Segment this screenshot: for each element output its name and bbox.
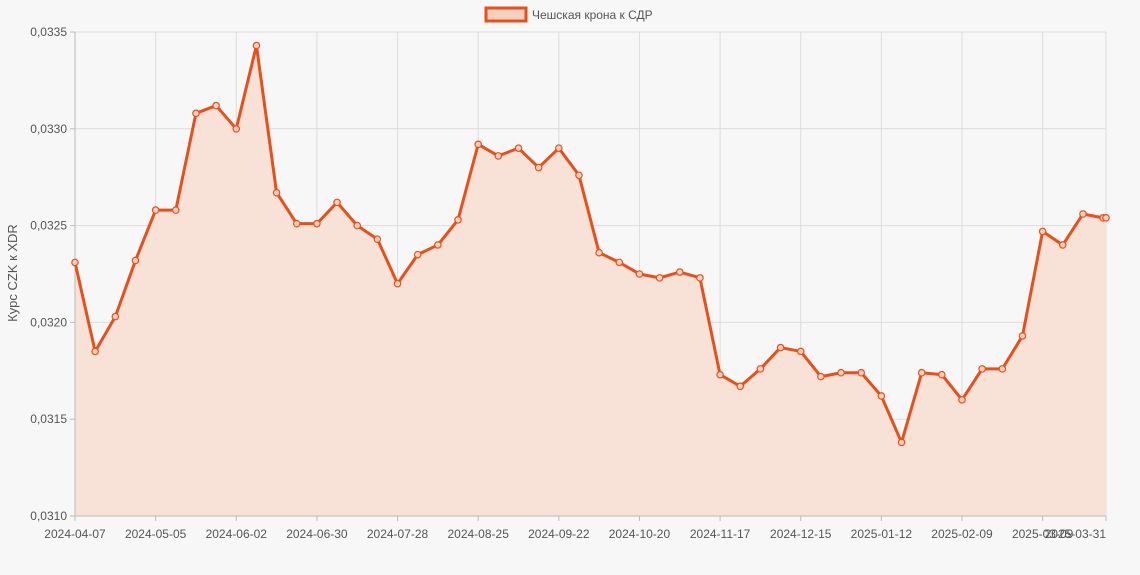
- axes: 0,0310 0,0315 0,0320 0,0325 0,0330 0,0335 2024…: [30, 25, 1107, 541]
- data-point[interactable]: [575, 171, 583, 180]
- data-point[interactable]: [1079, 210, 1087, 218]
- data-point[interactable]: [71, 258, 79, 267]
- x-tick-label: 2024-12-15: [770, 527, 832, 541]
- data-point[interactable]: [91, 347, 99, 356]
- data-point[interactable]: [938, 370, 946, 379]
- series-area: [75, 45, 1106, 517]
- data-point[interactable]: [474, 140, 482, 149]
- data-point[interactable]: [817, 372, 825, 381]
- data-point[interactable]: [252, 41, 261, 50]
- legend-swatch[interactable]: [484, 6, 528, 23]
- data-point[interactable]: [192, 109, 200, 118]
- data-point[interactable]: [615, 258, 624, 267]
- data-point[interactable]: [434, 241, 442, 249]
- x-tick-label: 2024-06-02: [206, 527, 268, 541]
- legend[interactable]: Чешская крона к СДР: [484, 6, 653, 23]
- y-tick-label: 0,0325: [30, 219, 67, 233]
- data-point[interactable]: [796, 347, 805, 356]
- data-point[interactable]: [555, 144, 563, 152]
- y-tick-label: 0,0320: [30, 315, 67, 329]
- data-point[interactable]: [837, 368, 845, 377]
- x-tick-label: 2024-05-05: [125, 527, 187, 541]
- data-point[interactable]: [897, 438, 906, 447]
- data-point[interactable]: [111, 312, 120, 321]
- x-tick-label: 2025-02-09: [931, 527, 993, 541]
- y-tick-label: 0,0330: [30, 122, 67, 136]
- data-point[interactable]: [373, 235, 382, 243]
- data-point[interactable]: [998, 365, 1007, 373]
- y-axis-title: Курс CZK к XDR: [5, 224, 20, 322]
- x-tick-label: 2024-06-30: [286, 527, 348, 541]
- data-point[interactable]: [1018, 332, 1027, 340]
- data-point[interactable]: [151, 206, 160, 214]
- data-point[interactable]: [1102, 214, 1110, 222]
- data-point[interactable]: [776, 343, 785, 352]
- x-tick-label: 2024-04-07: [44, 527, 106, 541]
- data-point[interactable]: [212, 101, 220, 110]
- x-tick-label: 2025-01-12: [851, 527, 913, 541]
- legend-label: Чешская крона к СДР: [532, 8, 653, 22]
- x-tick-label: 2024-11-17: [690, 527, 751, 541]
- data-point[interactable]: [958, 396, 966, 404]
- data-point[interactable]: [272, 188, 281, 197]
- x-tick-label: 2024-07-28: [367, 527, 429, 541]
- x-tick-label: 2024-09-22: [528, 527, 590, 541]
- data-point[interactable]: [494, 152, 503, 160]
- data-point[interactable]: [978, 365, 986, 373]
- data-point[interactable]: [313, 219, 321, 228]
- data-point[interactable]: [353, 221, 362, 230]
- data-point[interactable]: [171, 206, 180, 214]
- data-point[interactable]: [333, 198, 341, 207]
- y-tick-label: 0,0315: [30, 412, 67, 426]
- data-point[interactable]: [131, 256, 140, 265]
- x-tick-label: 2024-08-25: [447, 527, 509, 541]
- data-point[interactable]: [1038, 227, 1047, 236]
- data-point[interactable]: [696, 274, 704, 282]
- data-point[interactable]: [232, 125, 241, 133]
- data-point[interactable]: [514, 144, 523, 152]
- data-points: [71, 41, 1110, 447]
- data-point[interactable]: [595, 248, 603, 257]
- y-tick-label: 0,0310: [30, 509, 67, 523]
- data-point[interactable]: [675, 268, 684, 276]
- data-point[interactable]: [756, 365, 765, 373]
- data-point[interactable]: [1059, 241, 1067, 249]
- x-tick-label: 2025-03-09: [1012, 527, 1074, 541]
- data-point[interactable]: [454, 215, 462, 224]
- data-point[interactable]: [635, 270, 644, 278]
- data-point[interactable]: [736, 382, 745, 391]
- data-point[interactable]: [655, 274, 664, 282]
- data-point[interactable]: [917, 368, 926, 377]
- data-point[interactable]: [877, 392, 886, 400]
- data-point[interactable]: [393, 279, 402, 288]
- data-point[interactable]: [857, 368, 866, 377]
- data-point[interactable]: [716, 370, 724, 379]
- area-fill-layer: [75, 45, 1106, 517]
- data-point[interactable]: [413, 250, 422, 259]
- data-point[interactable]: [292, 219, 301, 228]
- x-tick-label: 2025-03-31: [1045, 527, 1107, 541]
- data-point[interactable]: [534, 163, 543, 172]
- x-tick-label: 2024-10-20: [609, 527, 671, 541]
- y-tick-label: 0,0335: [30, 25, 67, 39]
